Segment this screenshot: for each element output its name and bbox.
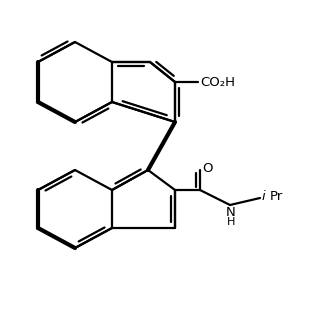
Text: CO₂H: CO₂H: [200, 76, 235, 88]
Text: Pr: Pr: [270, 190, 283, 204]
Text: O: O: [202, 161, 213, 175]
Text: i: i: [262, 190, 266, 204]
Text: H: H: [227, 217, 235, 227]
Text: N: N: [226, 206, 236, 218]
